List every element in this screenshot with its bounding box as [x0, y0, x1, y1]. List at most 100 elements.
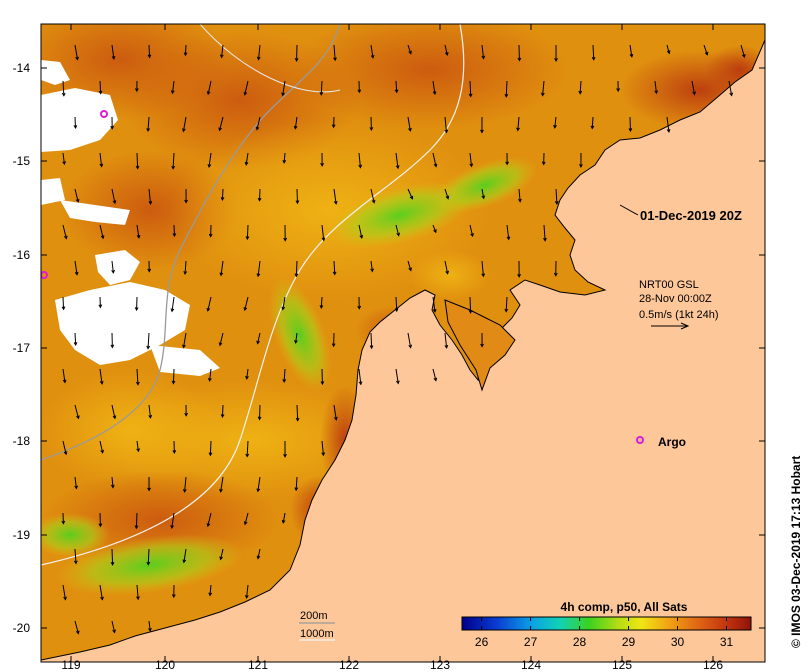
current-arrow	[74, 188, 79, 203]
current-arrow	[246, 368, 249, 379]
current-arrow-head	[591, 56, 596, 61]
colorbar-tick-label: 28	[573, 635, 587, 649]
current-arrow-head	[540, 92, 545, 97]
current-arrow-head	[112, 629, 116, 634]
current-arrow-head	[294, 487, 299, 492]
land-mass	[41, 39, 765, 662]
current-arrow-head	[468, 309, 473, 314]
current-arrow	[666, 116, 670, 132]
current-arrow	[432, 152, 437, 167]
x-tick-label: 119	[61, 658, 80, 672]
current-arrow-head	[396, 380, 400, 385]
current-arrow-head	[444, 344, 449, 349]
current-legend: NRT00 GSL 28-Nov 00:00Z 0.5m/s (1kt 24h)	[639, 279, 718, 330]
current-arrow-head	[469, 163, 474, 168]
current-arrow	[432, 296, 436, 312]
current-arrow-head	[218, 342, 223, 347]
current-arrow-head	[208, 452, 213, 457]
current-arrow	[395, 368, 399, 384]
current-arrow	[370, 188, 375, 203]
current-arrow-head	[504, 308, 509, 313]
current-arrow-head	[320, 163, 324, 167]
current-arrow	[257, 44, 261, 60]
current-arrow	[370, 332, 373, 349]
current-arrow-head	[182, 488, 187, 493]
current-arrow-head	[281, 92, 285, 97]
argo-legend-marker	[636, 436, 644, 444]
current-arrow-head	[692, 91, 696, 96]
current-arrow-head	[432, 91, 437, 96]
current-arrow	[111, 404, 116, 419]
current-arrow-head	[444, 129, 449, 134]
current-vectors	[61, 44, 746, 635]
current-arrow	[99, 584, 103, 600]
current-arrow	[183, 332, 187, 348]
current-arrow-head	[98, 304, 103, 309]
current-arrow-head	[357, 89, 362, 94]
current-arrow-head	[63, 235, 68, 240]
cloud-gaps	[41, 60, 220, 376]
current-arrow-head	[183, 271, 188, 276]
current-arrow-head	[282, 379, 287, 383]
current-arrow-head	[294, 58, 299, 62]
current-arrow-head	[135, 381, 140, 386]
argo-label: Argo	[658, 435, 686, 449]
date-pointer	[619, 204, 639, 216]
current-arrow	[183, 548, 187, 563]
current-arrow	[135, 512, 138, 529]
current-arrow	[207, 296, 212, 311]
current-arrow-head	[294, 340, 298, 345]
y-tick-label: -14	[13, 61, 31, 75]
current-arrow	[333, 404, 337, 420]
current-arrow	[111, 188, 116, 204]
current-arrow	[321, 440, 324, 456]
current-arrow-head	[206, 307, 211, 312]
current-arrow	[209, 440, 212, 456]
current-arrow	[444, 116, 448, 133]
current-arrow-head	[75, 56, 79, 61]
current-arrow	[172, 368, 175, 384]
current-arrow-head	[100, 449, 104, 454]
current-arrow	[444, 44, 448, 56]
current-arrow	[407, 260, 412, 271]
current-arrow	[246, 224, 249, 240]
current-arrow	[182, 116, 187, 132]
current-arrow-head	[61, 306, 66, 311]
current-arrow-head	[220, 197, 225, 201]
current-arrow-head	[578, 90, 583, 95]
current-arrow-head	[506, 236, 511, 241]
current-arrow-head	[182, 559, 187, 564]
current-arrow	[111, 44, 115, 60]
current-arrow	[505, 296, 508, 312]
current-arrow-head	[281, 306, 286, 311]
current-arrow	[208, 152, 212, 168]
current-arrow-head	[666, 50, 671, 55]
current-arrow-head	[554, 200, 559, 205]
current-arrow-head	[256, 273, 261, 278]
current-arrow	[358, 152, 361, 168]
current-arrow-head	[184, 199, 188, 204]
current-arrow-head	[99, 163, 104, 168]
current-arrow-head	[245, 375, 249, 380]
y-tick-label: -17	[13, 341, 31, 355]
current-arrow	[62, 152, 65, 165]
x-axis: 119 120 121 122 123 124 125 126	[61, 24, 723, 672]
current-arrow	[592, 44, 595, 60]
current-arrow-head	[331, 124, 336, 129]
current-arrow-head	[61, 92, 66, 97]
current-arrow-head	[98, 90, 103, 95]
scale-arrow-head	[680, 322, 690, 330]
current-arrow-head	[408, 267, 412, 272]
current-arrow-head	[181, 128, 186, 133]
current-arrow	[147, 116, 150, 132]
current-arrow	[136, 368, 139, 385]
date-label: 01-Dec-2019 20Z	[640, 208, 742, 223]
inlet-water	[444, 299, 516, 392]
current-arrow-head	[445, 195, 450, 200]
current-arrow-head	[516, 127, 520, 132]
current-arrow-head	[75, 198, 80, 203]
current-arrow-head	[208, 377, 212, 382]
current-arrow-head	[61, 520, 66, 525]
